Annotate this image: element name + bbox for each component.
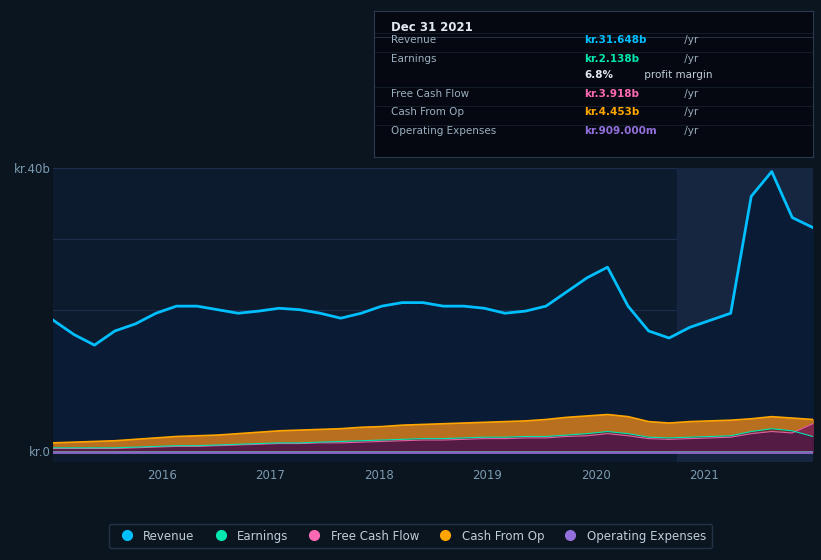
Text: /yr: /yr [681,88,699,99]
Bar [677,168,813,462]
Text: kr.4.453b: kr.4.453b [585,108,640,118]
Text: Cash From Op: Cash From Op [391,108,464,118]
Legend: Revenue, Earnings, Free Cash Flow, Cash From Op, Operating Expenses: Revenue, Earnings, Free Cash Flow, Cash … [109,524,712,548]
Text: Dec 31 2021: Dec 31 2021 [391,21,473,34]
Text: kr.31.648b: kr.31.648b [585,35,647,45]
Text: /yr: /yr [681,108,699,118]
Text: Earnings: Earnings [391,54,437,64]
Text: Free Cash Flow: Free Cash Flow [391,88,470,99]
Text: kr.909.000m: kr.909.000m [585,127,657,137]
Text: kr.3.918b: kr.3.918b [585,88,640,99]
Text: kr.2.138b: kr.2.138b [585,54,640,64]
Text: /yr: /yr [681,35,699,45]
Text: Operating Expenses: Operating Expenses [391,127,497,137]
Text: /yr: /yr [681,127,699,137]
Text: Revenue: Revenue [391,35,436,45]
Text: profit margin: profit margin [641,69,713,80]
Text: /yr: /yr [681,54,699,64]
Text: 6.8%: 6.8% [585,69,613,80]
